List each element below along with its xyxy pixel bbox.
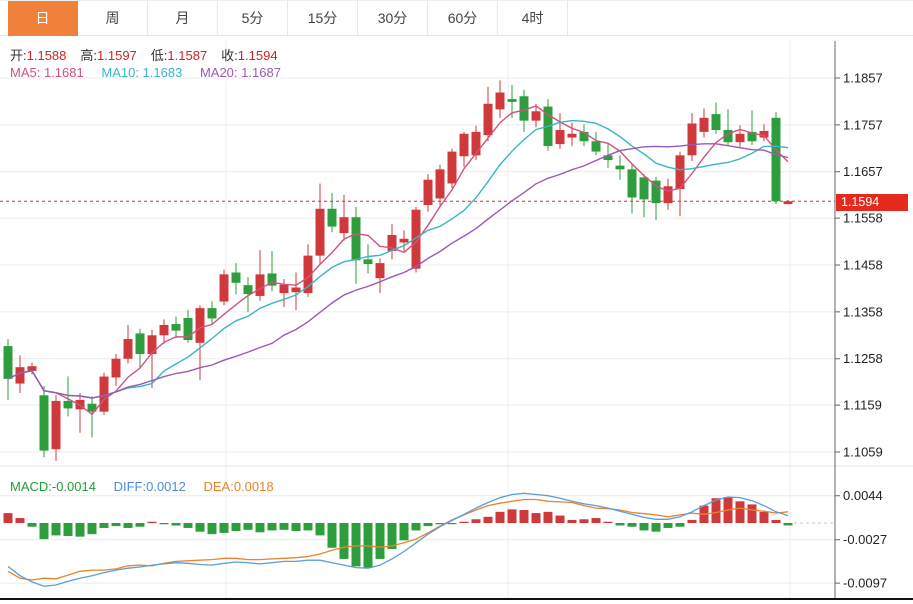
tab-period-4hour[interactable]: 4时 (498, 1, 568, 36)
high-label: 高: (80, 48, 98, 63)
macd-bars-layer (3, 496, 793, 568)
open-value: 1.1588 (26, 48, 67, 63)
dea-label: DEA: (203, 479, 234, 494)
grid-layer (0, 40, 913, 599)
svg-text:1.1059: 1.1059 (843, 444, 883, 459)
open-label: 开: (10, 48, 27, 63)
svg-text:1.1358: 1.1358 (843, 304, 883, 319)
svg-text:-0.0097: -0.0097 (843, 576, 887, 591)
ma20-label: MA20: (199, 65, 238, 80)
period-tabbar: 日 周 月 5分 15分 30分 60分 4时 (0, 0, 913, 36)
ma5-line (7, 105, 789, 416)
close-value: 1.1594 (237, 48, 278, 63)
macd-readout: MACD:-0.0014 DIFF:0.0012 DEA:0.0018 (10, 479, 288, 494)
diff-line (7, 492, 789, 587)
low-label: 低: (150, 48, 168, 63)
price-axis: 1.1857 1.1757 1.1657 1.1558 1.1458 1.1358 1.12… (834, 41, 887, 599)
tab-period-30min[interactable]: 30分 (358, 1, 428, 36)
tab-period-60min[interactable]: 60分 (428, 1, 498, 36)
dea-value: 0.0018 (233, 479, 274, 494)
macd-value: -0.0014 (51, 479, 96, 494)
svg-text:1.1857: 1.1857 (843, 71, 883, 86)
svg-text:1.1458: 1.1458 (843, 257, 883, 272)
ma10-line (7, 119, 789, 399)
candlestick-chart-canvas[interactable]: 1.1857 1.1757 1.1657 1.1558 1.1458 1.1358 1.12… (0, 36, 913, 604)
current-price-badge: 1.1594 (836, 194, 908, 211)
svg-text:1.1159: 1.1159 (843, 398, 882, 413)
ma5-value: 1.1681 (43, 65, 84, 80)
svg-text:1.1657: 1.1657 (843, 164, 883, 179)
candles-layer (3, 80, 793, 461)
ma10-value: 1.1683 (142, 65, 183, 80)
dea-line (7, 498, 789, 581)
ma10-label: MA10: (101, 65, 139, 80)
ma5-label: MA5: (10, 65, 41, 80)
diff-label: DIFF: (113, 479, 147, 494)
svg-text:1.1558: 1.1558 (843, 211, 883, 226)
tab-period-15min[interactable]: 15分 (288, 1, 358, 36)
svg-text:1.1258: 1.1258 (843, 351, 883, 366)
tab-period-day[interactable]: 日 (8, 1, 78, 36)
low-value: 1.1587 (167, 48, 208, 63)
tab-period-5min[interactable]: 5分 (218, 1, 288, 36)
ma20-value: 1.1687 (241, 65, 281, 80)
diff-value: 0.0012 (146, 479, 186, 494)
svg-text:0.0044: 0.0044 (843, 488, 883, 503)
macd-label: MACD: (10, 479, 52, 494)
high-value: 1.1597 (97, 48, 137, 63)
tab-period-month[interactable]: 月 (148, 1, 218, 36)
ma20-line (7, 143, 789, 399)
ohlc-readout: 开:1.1588 高:1.1597 低:1.1587 收:1.1594 (10, 45, 292, 64)
svg-text:1.1757: 1.1757 (843, 117, 883, 132)
tab-period-week[interactable]: 周 (78, 1, 148, 36)
ma-readout: MA5: 1.1681 MA10: 1.1683 MA20: 1.1687 (10, 65, 295, 80)
svg-text:-0.0027: -0.0027 (843, 532, 887, 547)
close-label: 收: (221, 48, 238, 63)
